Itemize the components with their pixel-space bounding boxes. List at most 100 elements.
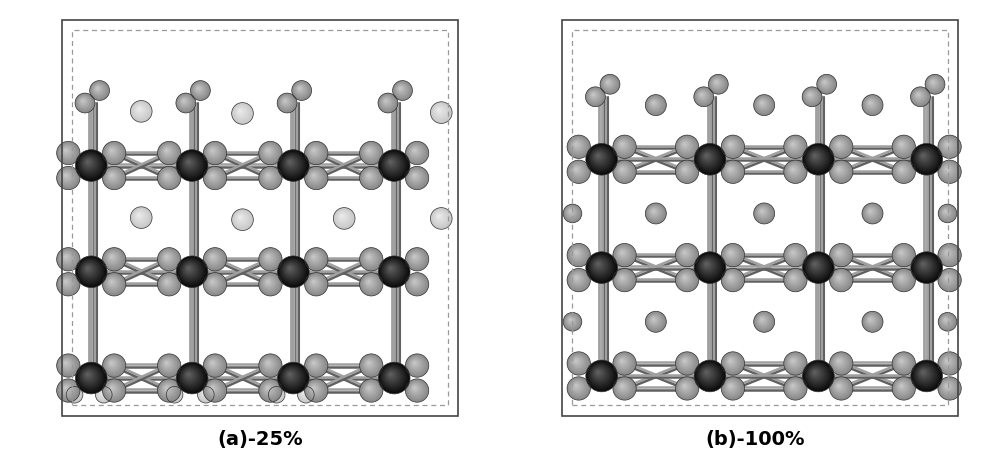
Circle shape — [807, 148, 826, 167]
Circle shape — [682, 250, 688, 256]
Circle shape — [869, 318, 872, 321]
Circle shape — [64, 280, 68, 284]
Circle shape — [823, 80, 827, 84]
Circle shape — [896, 247, 909, 260]
Circle shape — [164, 385, 170, 391]
Circle shape — [682, 142, 688, 148]
Circle shape — [384, 156, 400, 171]
Circle shape — [107, 252, 119, 263]
Circle shape — [808, 150, 824, 165]
Circle shape — [280, 152, 305, 177]
Circle shape — [187, 267, 190, 270]
Circle shape — [109, 360, 115, 366]
Circle shape — [103, 354, 125, 376]
Circle shape — [162, 359, 173, 369]
Circle shape — [698, 255, 720, 277]
Circle shape — [179, 258, 204, 284]
Circle shape — [789, 249, 798, 257]
Circle shape — [682, 384, 687, 388]
Circle shape — [64, 255, 68, 259]
Circle shape — [208, 252, 219, 263]
Circle shape — [204, 273, 226, 295]
Circle shape — [190, 81, 210, 100]
Circle shape — [70, 390, 77, 397]
Circle shape — [832, 379, 849, 396]
Circle shape — [595, 261, 602, 268]
Circle shape — [918, 259, 931, 272]
Circle shape — [164, 360, 171, 367]
Circle shape — [680, 139, 691, 151]
Circle shape — [137, 213, 141, 218]
Circle shape — [239, 110, 240, 112]
Circle shape — [893, 136, 915, 158]
Circle shape — [835, 274, 844, 283]
Circle shape — [232, 209, 253, 230]
Circle shape — [619, 141, 626, 148]
Circle shape — [79, 366, 101, 388]
Circle shape — [620, 359, 625, 363]
Circle shape — [615, 379, 633, 396]
Circle shape — [804, 144, 832, 173]
Circle shape — [914, 255, 938, 279]
Circle shape — [305, 142, 327, 164]
Circle shape — [727, 383, 734, 390]
Circle shape — [679, 164, 692, 177]
Circle shape — [267, 256, 268, 257]
Circle shape — [367, 361, 371, 365]
Circle shape — [209, 384, 218, 394]
Circle shape — [700, 365, 717, 383]
Circle shape — [389, 160, 392, 163]
Circle shape — [363, 382, 377, 396]
Circle shape — [192, 81, 208, 99]
Circle shape — [260, 380, 280, 400]
Circle shape — [944, 166, 952, 174]
Circle shape — [939, 270, 959, 289]
Circle shape — [233, 211, 251, 228]
Circle shape — [722, 353, 743, 374]
Circle shape — [108, 253, 117, 262]
Circle shape — [566, 207, 577, 218]
Circle shape — [379, 94, 397, 112]
Circle shape — [838, 277, 839, 278]
Circle shape — [232, 103, 252, 123]
Circle shape — [649, 315, 660, 326]
Circle shape — [406, 355, 427, 376]
Circle shape — [566, 207, 577, 218]
Circle shape — [900, 276, 903, 279]
Circle shape — [101, 392, 103, 394]
Circle shape — [206, 250, 222, 267]
Circle shape — [187, 373, 190, 376]
Circle shape — [261, 169, 278, 186]
Circle shape — [78, 365, 102, 389]
Circle shape — [939, 269, 960, 290]
Circle shape — [898, 141, 906, 149]
Circle shape — [565, 314, 579, 328]
Circle shape — [572, 140, 582, 150]
Circle shape — [676, 378, 697, 399]
Circle shape — [819, 77, 832, 90]
Circle shape — [835, 382, 844, 391]
Circle shape — [830, 352, 852, 375]
Circle shape — [866, 99, 876, 108]
Circle shape — [58, 142, 79, 163]
Circle shape — [186, 159, 192, 165]
Circle shape — [567, 316, 575, 325]
Circle shape — [163, 384, 172, 394]
Circle shape — [730, 360, 731, 361]
Circle shape — [945, 275, 950, 280]
Circle shape — [64, 361, 68, 365]
Circle shape — [683, 360, 686, 362]
Circle shape — [86, 373, 89, 376]
Circle shape — [205, 143, 224, 162]
Circle shape — [198, 388, 213, 401]
Circle shape — [106, 251, 120, 265]
Circle shape — [940, 137, 958, 156]
Circle shape — [237, 214, 244, 221]
Circle shape — [703, 261, 711, 269]
Circle shape — [266, 173, 270, 178]
Circle shape — [653, 210, 654, 212]
Circle shape — [807, 148, 827, 168]
Circle shape — [652, 319, 655, 320]
Circle shape — [411, 360, 419, 368]
Circle shape — [259, 273, 282, 296]
